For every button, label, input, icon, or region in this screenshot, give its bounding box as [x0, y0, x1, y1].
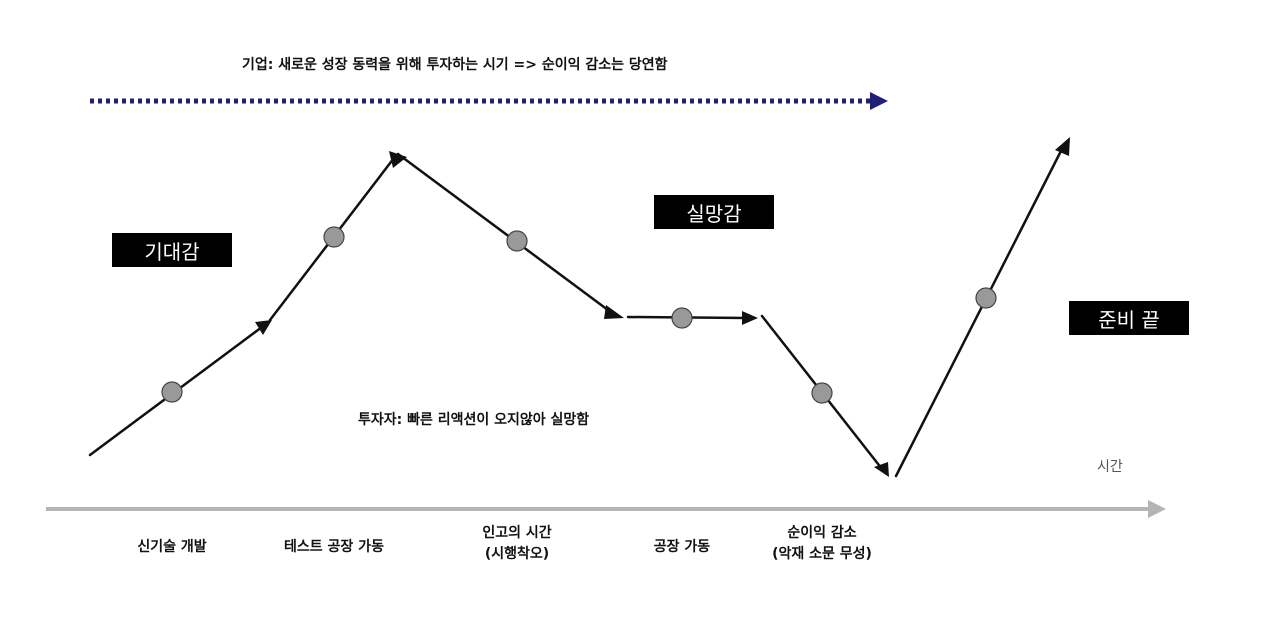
- stage-label-line1: 테스트 공장 가동: [284, 539, 384, 555]
- arrow-head-3: [742, 311, 758, 325]
- node-2: [323, 226, 345, 248]
- node-4: [671, 307, 693, 329]
- stage-label-4: 공장 가동: [654, 537, 710, 558]
- arrow-head-4: [874, 462, 889, 477]
- segment-fall-1: [396, 152, 614, 315]
- investor-note: 투자자: 빠른 리액션이 오지않아 실망함: [358, 412, 590, 428]
- badge-ready: 준비 끝: [1069, 301, 1189, 335]
- node-1: [161, 381, 183, 403]
- arrow-head-peak: [389, 151, 407, 168]
- stage-label-line1: 신기술 개발: [137, 539, 207, 555]
- stage-label-line2: (시행착오): [484, 546, 550, 562]
- trend-arrow-heads: [255, 137, 1070, 477]
- node-3: [506, 230, 528, 252]
- trend-nodes: [161, 226, 997, 404]
- stage-label-2: 테스트 공장 가동: [284, 537, 384, 558]
- arrow-head-2: [604, 305, 624, 319]
- time-axis-arrow-head: [1148, 500, 1166, 518]
- segment-rise-3: [894, 143, 1066, 478]
- badge-disappointment: 실망감: [654, 195, 774, 229]
- arrow-head-5: [1055, 137, 1070, 156]
- badge-expectation: 기대감: [112, 233, 232, 267]
- stage-label-line1: 인고의 시간: [482, 525, 552, 541]
- stage-label-5: 순이익 감소 (악재 소문 무성): [772, 523, 872, 565]
- stage-label-1: 신기술 개발: [137, 537, 206, 558]
- arrow-head-1: [255, 320, 272, 335]
- stage-label-line1: 순이익 감소: [787, 525, 857, 541]
- stage-label-line2: (악재 소문 무성): [772, 546, 872, 562]
- stage-label-3: 인고의 시간 (시행착오): [482, 523, 551, 565]
- top-arrow-head: [870, 92, 888, 110]
- node-6: [975, 287, 997, 309]
- corporate-note: 기업: 새로운 성장 동력을 위해 투자하는 시기 => 순이익 감소는 당연함: [242, 57, 668, 73]
- node-5: [811, 382, 833, 404]
- time-axis-label: 시간: [1097, 459, 1123, 475]
- stage-label-line1: 공장 가동: [653, 539, 711, 555]
